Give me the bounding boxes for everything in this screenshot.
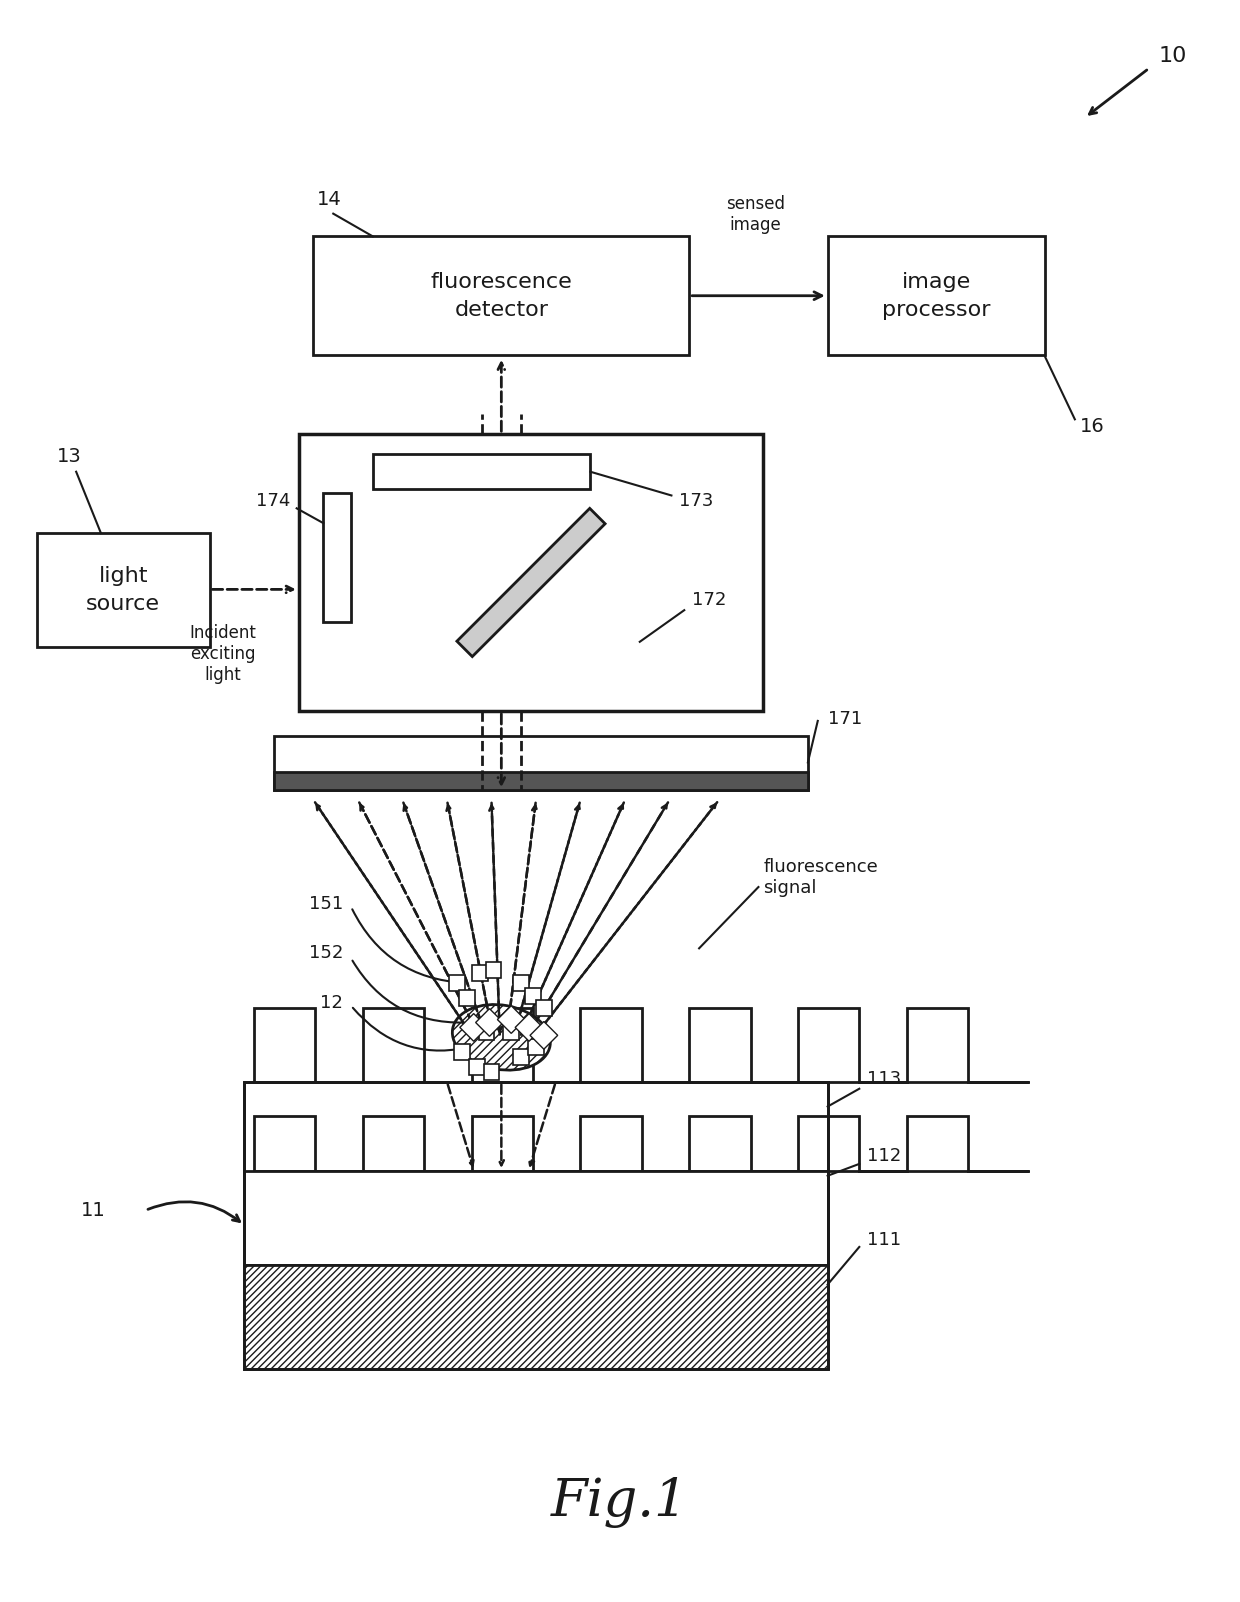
Polygon shape	[529, 1022, 558, 1049]
Bar	[274, 735, 808, 790]
Bar	[274, 772, 808, 790]
Bar	[513, 976, 529, 992]
Bar	[299, 434, 764, 711]
Bar	[454, 1045, 470, 1061]
Bar	[528, 1040, 544, 1056]
Text: sensed
image: sensed image	[725, 195, 785, 234]
Text: Incident
exciting
light: Incident exciting light	[188, 625, 255, 684]
Bar	[244, 1264, 827, 1368]
Bar	[536, 1000, 552, 1016]
Bar	[314, 237, 689, 356]
Bar	[479, 1024, 495, 1040]
Text: 14: 14	[316, 191, 341, 210]
Bar	[469, 1059, 485, 1075]
Ellipse shape	[453, 1004, 551, 1070]
Bar	[827, 237, 1045, 356]
Bar	[459, 990, 475, 1006]
Bar	[244, 1171, 827, 1264]
Text: 12: 12	[320, 993, 343, 1012]
Polygon shape	[515, 1014, 543, 1041]
Text: 10: 10	[1159, 46, 1187, 66]
Bar	[513, 1049, 529, 1065]
Bar	[324, 493, 351, 622]
Bar	[484, 1064, 500, 1080]
Text: 152: 152	[309, 944, 343, 963]
Text: 172: 172	[692, 591, 727, 609]
Bar	[244, 1081, 827, 1264]
Bar	[486, 963, 501, 977]
Polygon shape	[476, 1009, 503, 1036]
Text: 111: 111	[867, 1230, 901, 1250]
Text: 174: 174	[257, 492, 290, 511]
Bar	[37, 533, 210, 647]
Bar	[525, 988, 541, 1004]
Bar	[503, 1024, 520, 1040]
Text: fluorescence
signal: fluorescence signal	[764, 857, 878, 897]
Text: 13: 13	[56, 447, 81, 466]
Text: 151: 151	[309, 896, 343, 913]
Bar	[244, 1081, 827, 1368]
Text: 171: 171	[827, 710, 862, 727]
Polygon shape	[254, 1008, 1029, 1081]
Text: 112: 112	[867, 1147, 901, 1165]
Text: 173: 173	[680, 492, 714, 511]
Text: Fig.1: Fig.1	[552, 1477, 688, 1528]
Text: 11: 11	[81, 1202, 105, 1219]
Polygon shape	[460, 1014, 487, 1041]
Text: light
source: light source	[86, 566, 160, 614]
Polygon shape	[456, 508, 605, 657]
Text: 16: 16	[1080, 417, 1105, 436]
Text: 113: 113	[867, 1070, 901, 1088]
Bar	[471, 964, 487, 980]
Polygon shape	[254, 1117, 1029, 1171]
Bar	[373, 453, 590, 489]
Bar	[244, 1081, 827, 1171]
Bar	[449, 976, 465, 992]
Text: fluorescence
detector: fluorescence detector	[430, 272, 572, 320]
Polygon shape	[497, 1006, 525, 1033]
Text: image
processor: image processor	[882, 272, 991, 320]
